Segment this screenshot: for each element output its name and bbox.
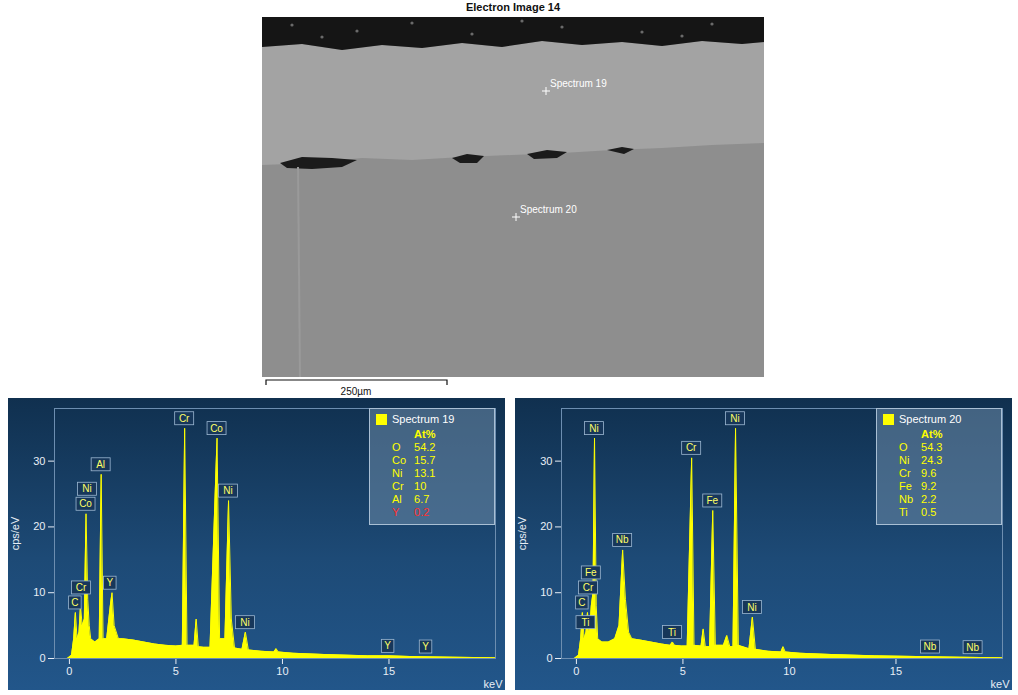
html-text:At%: At% [414, 428, 436, 440]
html-text:54.2: 54.2 [414, 441, 436, 453]
svg-text:Co: Co [79, 498, 92, 509]
svg-text:Cr: Cr [76, 582, 87, 593]
svg-text:10: 10 [783, 665, 795, 677]
svg-text:15: 15 [890, 665, 902, 677]
html-text:Cr: Cr [392, 480, 404, 492]
svg-text:Co: Co [210, 423, 223, 434]
html-text:O: O [392, 441, 401, 453]
svg-text:C: C [71, 597, 78, 608]
html-text:9.2: 9.2 [921, 480, 937, 492]
html-text:6.7: 6.7 [414, 493, 430, 505]
svg-text:keV: keV [991, 678, 1011, 690]
svg-text:20: 20 [540, 520, 552, 532]
html-text:54.3: 54.3 [921, 441, 943, 453]
svg-text:10: 10 [276, 665, 288, 677]
html-text:Al: Al [392, 493, 402, 505]
svg-text:0: 0 [39, 652, 45, 664]
html-text:At%: At% [921, 428, 943, 440]
html-text:Nb: Nb [899, 493, 914, 505]
html-text:15.7: 15.7 [414, 454, 436, 466]
svg-text:Ni: Ni [589, 423, 598, 434]
svg-text:0: 0 [573, 665, 579, 677]
svg-text:Spectrum 19: Spectrum 19 [550, 78, 607, 89]
svg-text:Cr: Cr [583, 582, 594, 593]
svg-text:Fe: Fe [706, 495, 718, 506]
svg-text:Al: Al [96, 459, 105, 470]
svg-text:0: 0 [546, 652, 552, 664]
svg-text:15: 15 [383, 665, 395, 677]
svg-text:Spectrum 20: Spectrum 20 [520, 204, 577, 215]
html-text:10: 10 [414, 480, 427, 492]
html-text:Spectrum 19: Spectrum 19 [392, 413, 455, 425]
html-text:Ti: Ti [899, 506, 908, 518]
svg-text:Nb: Nb [924, 641, 937, 652]
html-text:0.5: 0.5 [921, 506, 937, 518]
svg-text:keV: keV [484, 678, 504, 690]
html-text:2.2: 2.2 [921, 493, 937, 505]
svg-text:Ni: Ni [223, 485, 232, 496]
html-text:Ni: Ni [392, 467, 403, 479]
html-text:13.1: 13.1 [414, 467, 436, 479]
svg-text:Ti: Ti [582, 617, 590, 628]
svg-text:20: 20 [33, 520, 45, 532]
html-text:Spectrum 20: Spectrum 20 [899, 413, 962, 425]
svg-text:C: C [578, 597, 585, 608]
svg-text:cps/eV: cps/eV [9, 516, 21, 550]
svg-text:cps/eV: cps/eV [516, 516, 528, 550]
svg-text:Cr: Cr [179, 413, 190, 424]
svg-text:10: 10 [33, 586, 45, 598]
html-text:Electron Image 14: Electron Image 14 [465, 1, 561, 13]
html-text:24.3: 24.3 [921, 454, 943, 466]
svg-text:Y: Y [422, 641, 429, 652]
svg-text:30: 30 [33, 455, 45, 467]
svg-text:Ni: Ni [747, 602, 756, 613]
html-text:9.6: 9.6 [921, 467, 937, 479]
svg-text:Ti: Ti [668, 627, 676, 638]
svg-text:5: 5 [173, 665, 179, 677]
html-text:O: O [899, 441, 908, 453]
svg-text:5: 5 [680, 665, 686, 677]
svg-text:Ni: Ni [240, 617, 249, 628]
svg-text:250µm: 250µm [341, 386, 372, 397]
svg-text:0: 0 [66, 665, 72, 677]
html-text:Cr: Cr [899, 467, 911, 479]
svg-text:Nb: Nb [966, 642, 979, 653]
svg-text:Ni: Ni [82, 483, 91, 494]
svg-text:10: 10 [540, 586, 552, 598]
html-text:0.2: 0.2 [414, 506, 430, 518]
svg-text:Ni: Ni [730, 413, 739, 424]
html-text:Co: Co [392, 454, 407, 466]
html-text:Ni: Ni [899, 454, 910, 466]
svg-text:30: 30 [540, 455, 552, 467]
svg-text:Fe: Fe [585, 567, 597, 578]
html-text:Y: Y [392, 506, 400, 518]
svg-text:Y: Y [384, 640, 391, 651]
html-text:Fe: Fe [899, 480, 912, 492]
svg-text:Cr: Cr [686, 442, 697, 453]
svg-text:Y: Y [106, 577, 113, 588]
svg-text:Nb: Nb [616, 534, 629, 545]
